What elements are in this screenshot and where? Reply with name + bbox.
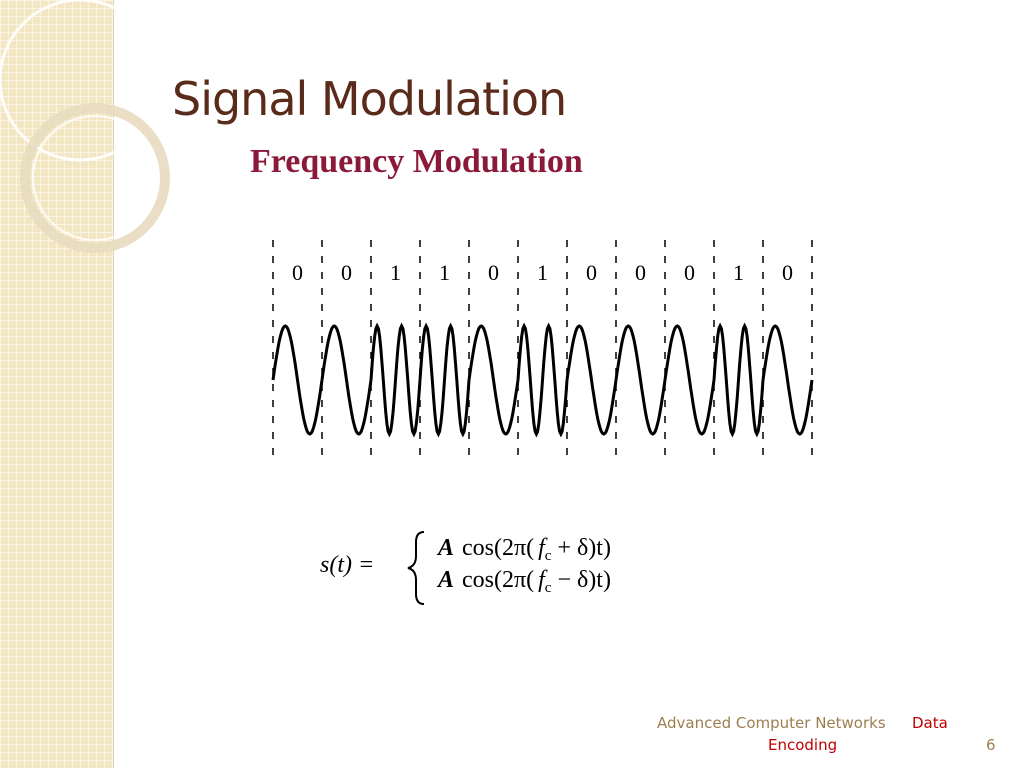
wave-segment <box>467 324 520 436</box>
footer-topic: Data <box>912 714 948 732</box>
bit-label: 0 <box>488 260 499 285</box>
formula-lhs: s(t) = <box>320 552 374 578</box>
wave-segment <box>516 322 569 438</box>
wave-segment <box>712 322 765 438</box>
bit-label: 0 <box>635 260 646 285</box>
formula-part: c <box>545 548 552 564</box>
formula-part: c <box>545 580 552 596</box>
wave-segment <box>320 324 373 436</box>
wave-segment <box>614 324 667 436</box>
page-number: 6 <box>986 736 996 754</box>
bit-label: 0 <box>292 260 303 285</box>
bit-label: 0 <box>782 260 793 285</box>
bit-label: 0 <box>684 260 695 285</box>
formula-part: f <box>538 535 548 561</box>
bit-label: 1 <box>733 260 744 285</box>
subtitle: Frequency Modulation <box>250 143 583 180</box>
bit-label: 1 <box>390 260 401 285</box>
formula-part: f <box>538 567 548 593</box>
wave-segment <box>369 322 422 438</box>
side-strip <box>0 0 114 768</box>
wave-segment <box>761 324 814 436</box>
formula-part: + δ)t) <box>551 535 611 561</box>
wave-segment <box>271 324 324 436</box>
brace <box>407 531 425 605</box>
wave-segment <box>418 322 471 438</box>
bit-label: 0 <box>341 260 352 285</box>
formula-part: cos(2π( <box>462 567 534 593</box>
wave-segment <box>565 324 618 436</box>
footer-topic: Encoding <box>768 736 838 754</box>
bit-label: 1 <box>537 260 548 285</box>
formula-part: cos(2π( <box>462 535 534 561</box>
title: Signal Modulation <box>172 72 567 126</box>
formula-part: A <box>436 535 454 561</box>
footer-course: Advanced Computer Networks <box>657 714 886 732</box>
formula-part: A <box>436 567 454 593</box>
formula-part: − δ)t) <box>551 567 611 593</box>
wave-segment <box>663 324 716 436</box>
bit-label: 0 <box>586 260 597 285</box>
bit-label: 1 <box>439 260 450 285</box>
